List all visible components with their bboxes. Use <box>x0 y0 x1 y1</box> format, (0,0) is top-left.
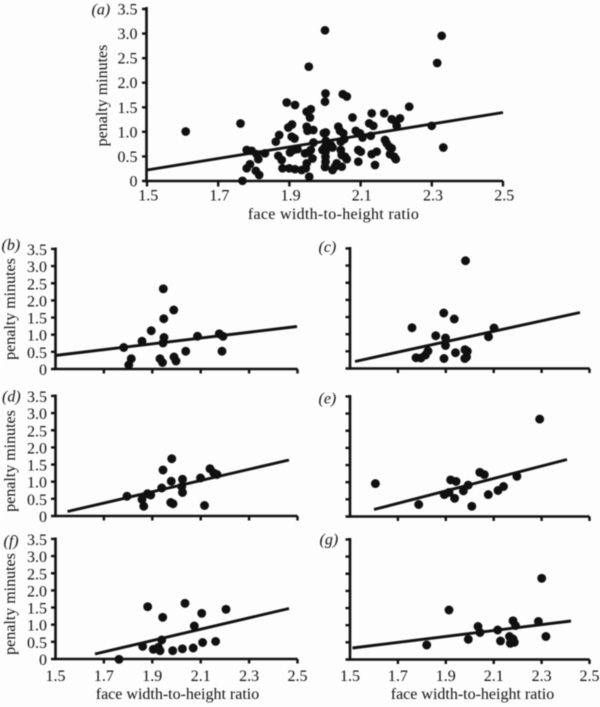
svg-text:2.1: 2.1 <box>352 188 372 205</box>
svg-text:3.0: 3.0 <box>27 549 47 566</box>
svg-text:(c): (c) <box>319 239 337 256</box>
svg-text:1.7: 1.7 <box>94 668 114 685</box>
svg-text:(g): (g) <box>320 532 339 549</box>
svg-text:(b): (b) <box>2 237 21 254</box>
svg-text:penalty minutes: penalty minutes <box>94 45 111 147</box>
svg-text:2.1: 2.1 <box>191 668 211 685</box>
svg-text:3.5: 3.5 <box>27 242 47 259</box>
svg-text:2.0: 2.0 <box>27 440 47 457</box>
svg-text:penalty minutes: penalty minutes <box>2 553 19 655</box>
svg-text:0.5: 0.5 <box>27 635 47 652</box>
svg-text:1.9: 1.9 <box>142 668 162 685</box>
svg-text:1.7: 1.7 <box>388 668 408 685</box>
svg-text:1.5: 1.5 <box>27 601 47 618</box>
svg-text:1.5: 1.5 <box>27 458 47 475</box>
svg-text:face width-to-height ratio: face width-to-height ratio <box>96 686 260 703</box>
svg-text:(f): (f) <box>4 533 19 550</box>
svg-text:face width-to-height ratio: face width-to-height ratio <box>391 686 555 703</box>
svg-text:3.5: 3.5 <box>27 389 47 406</box>
svg-text:1.9: 1.9 <box>281 188 301 205</box>
svg-text:(e): (e) <box>319 391 337 408</box>
svg-text:penalty minutes: penalty minutes <box>2 258 19 360</box>
svg-text:2.5: 2.5 <box>580 668 600 685</box>
svg-text:0: 0 <box>39 509 47 526</box>
svg-text:3.0: 3.0 <box>27 406 47 423</box>
svg-text:2.5: 2.5 <box>27 276 47 293</box>
svg-text:1.5: 1.5 <box>340 668 360 685</box>
svg-text:2.0: 2.0 <box>118 75 138 92</box>
svg-text:0: 0 <box>130 174 138 191</box>
svg-text:2.5: 2.5 <box>27 566 47 583</box>
svg-text:3.5: 3.5 <box>27 532 47 549</box>
svg-text:1.0: 1.0 <box>27 475 47 492</box>
svg-text:0.5: 0.5 <box>27 345 47 362</box>
svg-text:face width-to-height ratio: face width-to-height ratio <box>248 206 419 223</box>
svg-text:0: 0 <box>39 652 47 669</box>
svg-text:1.5: 1.5 <box>46 668 66 685</box>
svg-text:1.5: 1.5 <box>138 188 158 205</box>
svg-text:(d): (d) <box>2 389 21 406</box>
svg-text:(a): (a) <box>92 2 111 19</box>
svg-text:2.3: 2.3 <box>239 668 259 685</box>
svg-text:1.0: 1.0 <box>118 124 138 141</box>
svg-text:2.3: 2.3 <box>423 188 443 205</box>
svg-text:1.0: 1.0 <box>27 328 47 345</box>
svg-text:3.0: 3.0 <box>27 259 47 276</box>
svg-text:1.0: 1.0 <box>27 618 47 635</box>
svg-text:2.1: 2.1 <box>484 668 504 685</box>
svg-text:penalty minutes: penalty minutes <box>2 410 19 512</box>
svg-text:1.5: 1.5 <box>27 311 47 328</box>
svg-text:1.9: 1.9 <box>436 668 456 685</box>
svg-text:2.5: 2.5 <box>118 51 138 68</box>
svg-text:1.5: 1.5 <box>118 100 138 117</box>
svg-text:0.5: 0.5 <box>118 149 138 166</box>
svg-text:2.5: 2.5 <box>288 668 308 685</box>
svg-text:0.5: 0.5 <box>27 492 47 509</box>
svg-text:2.5: 2.5 <box>494 188 514 205</box>
svg-text:3.0: 3.0 <box>118 26 138 43</box>
svg-text:2.3: 2.3 <box>532 668 552 685</box>
svg-text:0: 0 <box>39 362 47 379</box>
svg-text:2.5: 2.5 <box>27 423 47 440</box>
svg-text:2.0: 2.0 <box>27 583 47 600</box>
svg-text:2.0: 2.0 <box>27 293 47 310</box>
svg-text:3.5: 3.5 <box>118 2 138 19</box>
svg-text:1.7: 1.7 <box>209 188 229 205</box>
